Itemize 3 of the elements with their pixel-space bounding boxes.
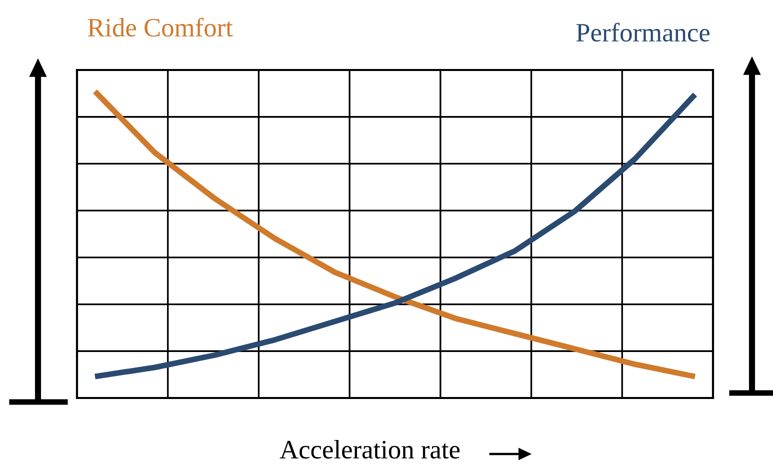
x-axis-title: Acceleration rate (280, 440, 460, 459)
text: Ride Comfort (88, 18, 233, 37)
text: Performance (576, 22, 710, 42)
